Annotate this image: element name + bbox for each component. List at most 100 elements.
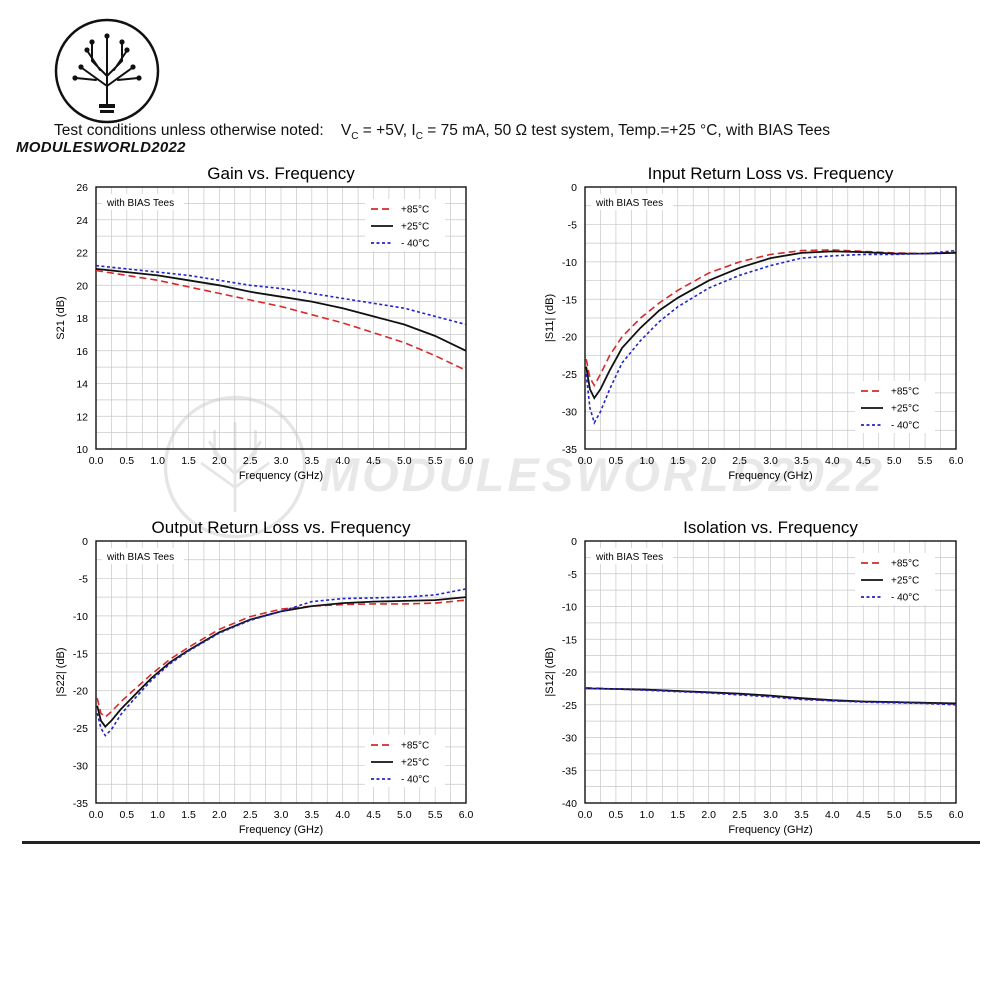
x-tick-label: 0.0 [578, 809, 593, 821]
y-tick-label: 10 [76, 444, 88, 456]
x-tick-label: 0.5 [120, 455, 135, 467]
x-tick-label: 2.5 [243, 809, 258, 821]
s22-series-cold [96, 588, 467, 737]
brand-text: MODULESWORLD2022 [16, 139, 186, 156]
note-background [102, 194, 184, 210]
y-tick-label: -25 [73, 723, 88, 735]
x-tick-label: 1.5 [670, 809, 685, 821]
s12-y-axis-label: |S12| (dB) [544, 647, 556, 696]
y-tick-label: 18 [76, 313, 88, 325]
y-tick-label: 20 [76, 280, 88, 292]
s22-note: with BIAS Tees [106, 552, 174, 563]
x-tick-label: 4.5 [366, 455, 381, 467]
x-tick-label: 6.0 [949, 455, 964, 467]
x-tick-label: 5.0 [887, 809, 902, 821]
y-tick-label: 0 [571, 536, 577, 548]
x-tick-label: 3.5 [305, 809, 320, 821]
gain-plot-frame [95, 186, 467, 450]
x-tick-label: 2.0 [212, 809, 227, 821]
x-tick-label: 4.0 [825, 455, 840, 467]
brand-logo [54, 18, 160, 124]
s12-series-cold [584, 687, 957, 706]
gain-series-hot [95, 269, 467, 372]
s12-note: with BIAS Tees [595, 552, 663, 563]
y-tick-label: -35 [562, 444, 577, 456]
gain-x-axis-label: Frequency (GHz) [239, 470, 323, 482]
x-tick-label: 5.5 [428, 809, 443, 821]
x-tick-label: 0.5 [120, 809, 135, 821]
x-tick-label: 6.0 [459, 809, 474, 821]
y-tick-label: -15 [562, 634, 577, 646]
x-tick-label: 2.0 [701, 455, 716, 467]
legend-label: +25°C [401, 758, 429, 769]
gain-note: with BIAS Tees [106, 198, 174, 209]
x-tick-label: 5.5 [918, 455, 933, 467]
x-tick-label: 0.0 [89, 809, 104, 821]
x-tick-label: 4.0 [825, 809, 840, 821]
ic-subscript: C [415, 131, 423, 143]
ic-value: = 75 mA, 50 Ω test system, Temp.=+25 °C,… [422, 122, 830, 139]
legend-label: +25°C [891, 576, 919, 587]
x-tick-label: 2.5 [732, 455, 747, 467]
y-tick-label: -40 [562, 798, 577, 810]
s22-chart-title: Output Return Loss vs. Frequency [152, 518, 411, 537]
conditions-prefix: Test conditions unless otherwise noted: [54, 122, 324, 139]
y-tick-label: -20 [562, 332, 577, 344]
y-tick-label: -10 [73, 611, 88, 623]
legend-label: +85°C [401, 741, 429, 752]
x-tick-label: 4.5 [366, 809, 381, 821]
legend-label: - 40°C [891, 421, 919, 432]
y-tick-label: 14 [76, 379, 88, 391]
vc-symbol: V [340, 122, 352, 139]
x-tick-label: 1.0 [640, 809, 655, 821]
note-background [591, 548, 673, 564]
y-tick-label: -10 [562, 257, 577, 269]
x-tick-label: 0.0 [578, 455, 593, 467]
x-tick-label: 6.0 [459, 455, 474, 467]
y-tick-label: -35 [562, 765, 577, 777]
gain-series-room [95, 268, 467, 352]
s11-series-room [585, 250, 957, 400]
x-tick-label: 5.5 [918, 809, 933, 821]
s22-y-axis-label: |S22| (dB) [55, 647, 67, 696]
y-tick-label: -30 [73, 761, 88, 773]
divider-rule [22, 841, 980, 844]
y-tick-label: -20 [73, 686, 88, 698]
x-tick-label: 1.0 [640, 455, 655, 467]
x-tick-label: 4.5 [856, 809, 871, 821]
x-tick-label: 5.0 [887, 455, 902, 467]
y-tick-label: 0 [82, 536, 88, 548]
x-tick-label: 3.5 [794, 455, 809, 467]
y-tick-label: -35 [73, 798, 88, 810]
x-tick-label: 3.5 [305, 455, 320, 467]
y-tick-label: -15 [73, 648, 88, 660]
s11-x-axis-label: Frequency (GHz) [728, 470, 812, 482]
ic-symbol: I [411, 122, 416, 139]
x-tick-label: 1.5 [181, 809, 196, 821]
legend-label: +85°C [401, 205, 429, 216]
y-tick-label: -5 [79, 573, 88, 585]
x-tick-label: 1.5 [670, 455, 685, 467]
x-tick-label: 4.0 [335, 809, 350, 821]
x-tick-label: 0.5 [609, 809, 624, 821]
y-tick-label: -10 [562, 602, 577, 614]
y-tick-label: -20 [562, 667, 577, 679]
y-tick-label: -5 [568, 569, 577, 581]
s22-plot-frame [95, 540, 467, 804]
y-tick-label: -30 [562, 407, 577, 419]
x-tick-label: 0.5 [609, 455, 624, 467]
x-tick-label: 3.0 [274, 455, 289, 467]
vc-subscript: C [351, 131, 359, 143]
x-tick-label: 5.0 [397, 455, 412, 467]
vc-value: = +5V, [358, 122, 412, 139]
x-tick-label: 3.0 [274, 809, 289, 821]
legend-label: +25°C [401, 222, 429, 233]
legend-label: - 40°C [891, 593, 919, 604]
x-tick-label: 2.0 [212, 455, 227, 467]
y-tick-label: 16 [76, 346, 88, 358]
gain-y-axis-label: S21 (dB) [55, 296, 67, 339]
s12-plot-frame [584, 540, 957, 804]
